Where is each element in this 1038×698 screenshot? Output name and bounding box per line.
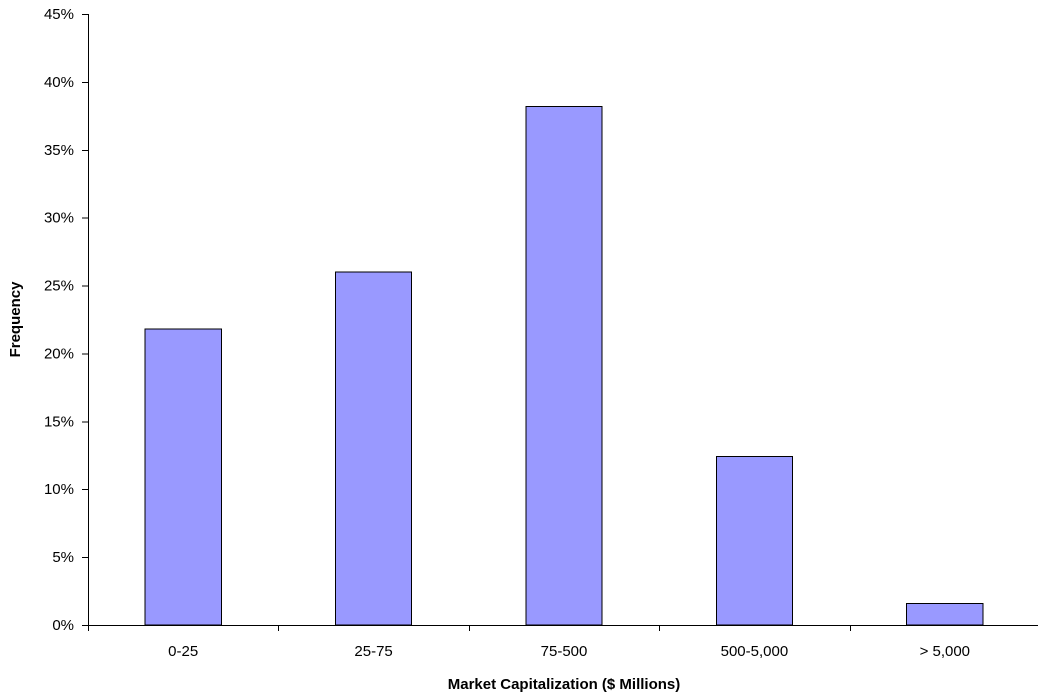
y-tick-label: 0% <box>52 617 74 634</box>
x-tick-label: > 5,000 <box>920 643 970 660</box>
x-tick-label: 0-25 <box>168 643 198 660</box>
y-tick-label: 25% <box>44 278 74 295</box>
y-tick-label: 20% <box>44 345 74 362</box>
y-axis-title: Frequency <box>7 281 24 358</box>
y-tick-label: 10% <box>44 481 74 498</box>
y-tick-label: 35% <box>44 142 74 159</box>
y-tick-label: 5% <box>52 549 74 566</box>
y-tick-label: 40% <box>44 74 74 91</box>
x-tick-label: 75-500 <box>541 643 588 660</box>
x-tick-label: 500-5,000 <box>721 643 789 660</box>
bar-> 5,000 <box>906 602 984 626</box>
y-axis-ticks: 0% 5% 10% 15% 20% 25% 30% 35% 40% 45% <box>44 6 88 634</box>
bars <box>144 105 984 626</box>
bar-0-25 <box>144 328 222 626</box>
y-tick-label: 15% <box>44 413 74 430</box>
y-tick-label: 45% <box>44 6 74 23</box>
bar-500-5,000 <box>715 456 793 626</box>
bar-75-500 <box>525 105 603 626</box>
x-tick-label: 25-75 <box>354 643 392 660</box>
x-axis-title: Market Capitalization ($ Millions) <box>448 676 681 693</box>
x-axis-ticks: 0-25 25-75 75-500 500-5,000 > 5,000 <box>88 625 970 660</box>
y-tick-label: 30% <box>44 210 74 227</box>
bar-25-75 <box>335 271 413 626</box>
